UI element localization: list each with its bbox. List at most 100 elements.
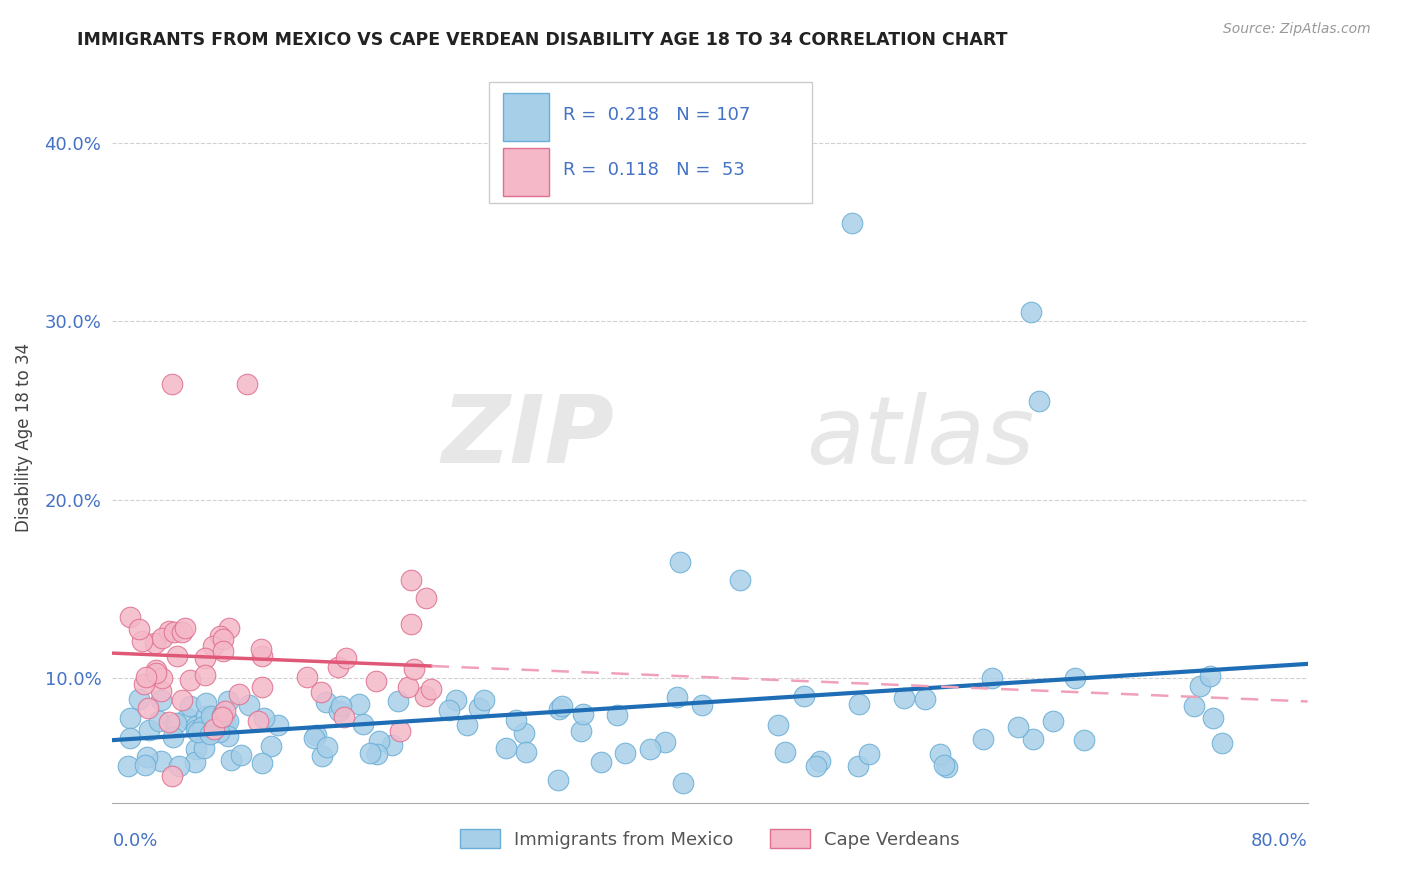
Text: R =  0.218   N = 107: R = 0.218 N = 107 — [562, 106, 751, 124]
Point — [194, 696, 217, 710]
Point — [183, 755, 205, 769]
Point — [134, 758, 156, 772]
FancyBboxPatch shape — [503, 148, 548, 195]
Point — [474, 692, 496, 706]
Point — [1042, 714, 1064, 728]
Point — [236, 376, 259, 391]
Point — [191, 723, 214, 738]
Legend: Immigrants from Mexico, Cape Verdeans: Immigrants from Mexico, Cape Verdeans — [453, 822, 967, 856]
Point — [128, 691, 150, 706]
Text: R =  0.118   N =  53: R = 0.118 N = 53 — [562, 161, 745, 179]
Point — [179, 698, 201, 713]
FancyBboxPatch shape — [503, 94, 548, 141]
Point — [846, 758, 869, 772]
Point — [972, 732, 994, 747]
Point — [250, 642, 273, 657]
Point — [399, 617, 422, 632]
Point — [150, 631, 173, 645]
Point — [135, 750, 157, 764]
Point — [804, 759, 827, 773]
Point — [932, 758, 955, 772]
Point — [128, 622, 150, 636]
Point — [413, 689, 436, 703]
Point — [172, 624, 194, 639]
Point — [166, 649, 188, 664]
Point — [304, 731, 326, 745]
Point — [148, 714, 170, 728]
Point — [202, 723, 225, 737]
Point — [1022, 732, 1045, 747]
Point — [191, 720, 214, 734]
Point — [152, 672, 174, 686]
Point — [162, 769, 183, 783]
Point — [841, 216, 863, 230]
Point — [217, 714, 239, 728]
Point — [315, 695, 337, 709]
Point — [547, 773, 569, 788]
Point — [174, 621, 197, 635]
Text: atlas: atlas — [806, 392, 1033, 483]
Point — [309, 685, 332, 699]
Point — [728, 573, 751, 587]
Point — [981, 671, 1004, 685]
Point — [201, 711, 224, 725]
Point — [193, 741, 215, 756]
Point — [928, 747, 950, 761]
Point — [231, 748, 253, 763]
Point — [211, 710, 233, 724]
Point — [335, 651, 357, 665]
Point — [184, 723, 207, 738]
Point — [402, 662, 425, 676]
Point — [669, 555, 692, 569]
Point — [589, 755, 612, 769]
Point — [551, 699, 574, 714]
Point — [495, 741, 517, 756]
Point — [217, 729, 239, 743]
Point — [238, 698, 260, 713]
Point — [157, 624, 180, 638]
Point — [311, 749, 333, 764]
Point — [1019, 305, 1042, 319]
Point — [935, 760, 957, 774]
Point — [163, 624, 186, 639]
Point — [145, 663, 167, 677]
Point — [848, 697, 870, 711]
Point — [316, 740, 339, 755]
Point — [328, 704, 350, 718]
Point — [326, 660, 349, 674]
Point — [170, 692, 193, 706]
Point — [118, 731, 141, 745]
FancyBboxPatch shape — [489, 82, 811, 203]
Point — [159, 715, 181, 730]
Point — [228, 687, 250, 701]
Point — [179, 673, 201, 687]
Text: ZIP: ZIP — [441, 391, 614, 483]
Point — [207, 725, 229, 739]
Point — [217, 694, 239, 708]
Point — [672, 776, 695, 790]
Point — [198, 727, 221, 741]
Point — [211, 708, 233, 723]
Point — [808, 754, 831, 768]
Point — [1182, 699, 1205, 714]
Point — [792, 690, 814, 704]
Point — [136, 701, 159, 715]
Point — [214, 704, 236, 718]
Point — [297, 670, 319, 684]
Point — [250, 680, 273, 694]
Point — [267, 718, 290, 732]
Point — [456, 718, 478, 732]
Point — [467, 700, 489, 714]
Point — [613, 746, 636, 760]
Point — [187, 725, 209, 739]
Point — [569, 724, 592, 739]
Point — [194, 651, 217, 665]
Point — [143, 635, 166, 649]
Point — [209, 629, 232, 643]
Point — [1063, 671, 1085, 685]
Point — [176, 711, 198, 725]
Point — [505, 713, 527, 727]
Point — [347, 697, 370, 711]
Point — [638, 742, 661, 756]
Point — [150, 693, 173, 707]
